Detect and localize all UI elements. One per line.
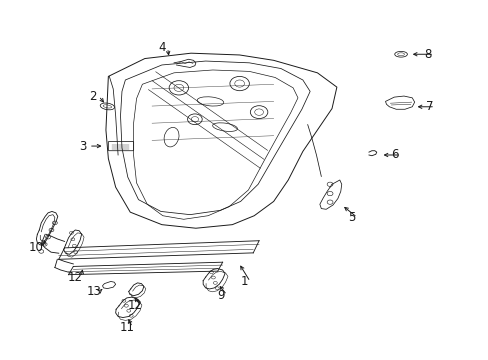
Text: 4: 4 <box>158 41 165 54</box>
Text: 13: 13 <box>86 285 101 298</box>
Text: 9: 9 <box>217 288 224 302</box>
Text: 5: 5 <box>347 211 354 224</box>
Text: 8: 8 <box>424 48 431 61</box>
Text: 2: 2 <box>89 90 96 103</box>
Text: 6: 6 <box>391 148 398 162</box>
Text: 11: 11 <box>119 321 134 334</box>
Text: 3: 3 <box>79 140 86 153</box>
Text: 12: 12 <box>127 299 142 312</box>
Text: 7: 7 <box>425 100 432 113</box>
Text: 1: 1 <box>240 275 248 288</box>
Text: 12: 12 <box>68 271 82 284</box>
Text: 10: 10 <box>29 241 44 255</box>
